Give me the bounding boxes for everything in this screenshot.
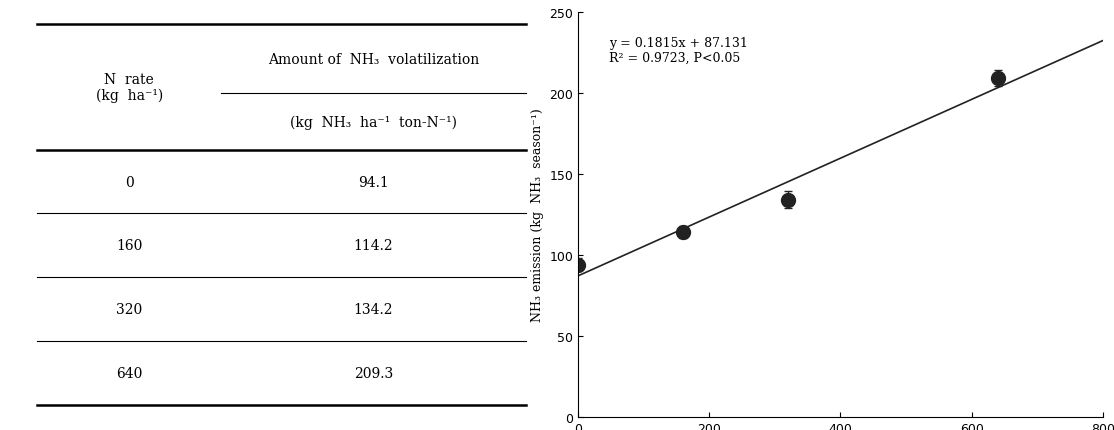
Text: 0: 0	[125, 175, 134, 189]
Text: 640: 640	[116, 366, 143, 380]
Text: N  rate
(kg  ha⁻¹): N rate (kg ha⁻¹)	[96, 72, 163, 103]
Text: (kg  NH₃  ha⁻¹  ton-N⁻¹): (kg NH₃ ha⁻¹ ton-N⁻¹)	[290, 115, 457, 129]
Text: 114.2: 114.2	[353, 239, 393, 253]
Text: y = 0.1815x + 87.131
R² = 0.9723, P<0.05: y = 0.1815x + 87.131 R² = 0.9723, P<0.05	[609, 37, 749, 65]
Text: 160: 160	[116, 239, 143, 253]
Text: 94.1: 94.1	[358, 175, 389, 189]
Text: 209.3: 209.3	[353, 366, 393, 380]
Text: 320: 320	[116, 302, 143, 316]
Text: Amount of  NH₃  volatilization: Amount of NH₃ volatilization	[267, 52, 479, 66]
Y-axis label: NH₃ emission (kg  NH₃  season⁻¹): NH₃ emission (kg NH₃ season⁻¹)	[530, 108, 544, 322]
Text: 134.2: 134.2	[353, 302, 393, 316]
